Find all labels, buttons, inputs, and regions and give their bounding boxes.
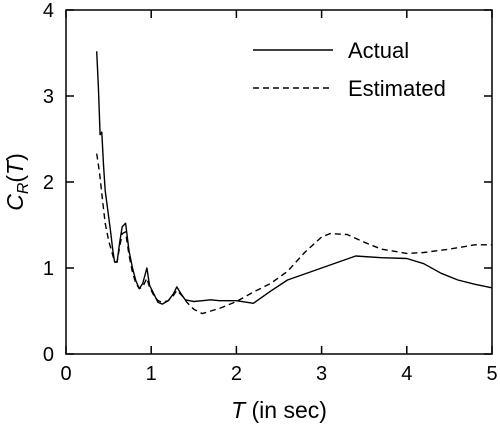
- y-tick-label-2: 2: [43, 172, 54, 194]
- plot-frame: [65, 9, 493, 355]
- y-tick-label-0: 0: [43, 344, 54, 366]
- x-tick-label-1: 1: [146, 363, 157, 385]
- legend-label-estimated: Estimated: [348, 76, 446, 101]
- series-layer: [96, 51, 492, 315]
- legend: Actual Estimated: [253, 38, 446, 101]
- x-tick-label-2: 2: [231, 363, 242, 385]
- y-axis-label-close: ): [2, 153, 28, 161]
- y-axis-label-open: (: [2, 175, 28, 183]
- y-axis-label: CR(T): [2, 153, 32, 211]
- y-tick-label-1: 1: [43, 258, 54, 280]
- y-axis-label-arg: T: [2, 159, 28, 175]
- ticks-layer: 0 1 2 3 4 5 0 1 2 3 4: [43, 0, 498, 385]
- legend-label-actual: Actual: [348, 38, 409, 63]
- x-tick-label-0: 0: [60, 363, 71, 385]
- x-axis-label-symbol: T: [231, 397, 247, 423]
- y-tick-label-4: 4: [43, 0, 54, 22]
- x-tick-label-4: 4: [401, 363, 412, 385]
- x-tick-label-3: 3: [316, 363, 327, 385]
- series-line-estimated: [96, 153, 492, 315]
- x-axis-label-rest: (in sec): [245, 397, 327, 423]
- y-axis-label-sub: R: [15, 182, 32, 194]
- y-tick-label-3: 3: [43, 86, 54, 108]
- x-axis-label: T (in sec): [231, 397, 327, 423]
- y-axis-label-base: C: [2, 194, 28, 211]
- x-tick-label-5: 5: [486, 363, 497, 385]
